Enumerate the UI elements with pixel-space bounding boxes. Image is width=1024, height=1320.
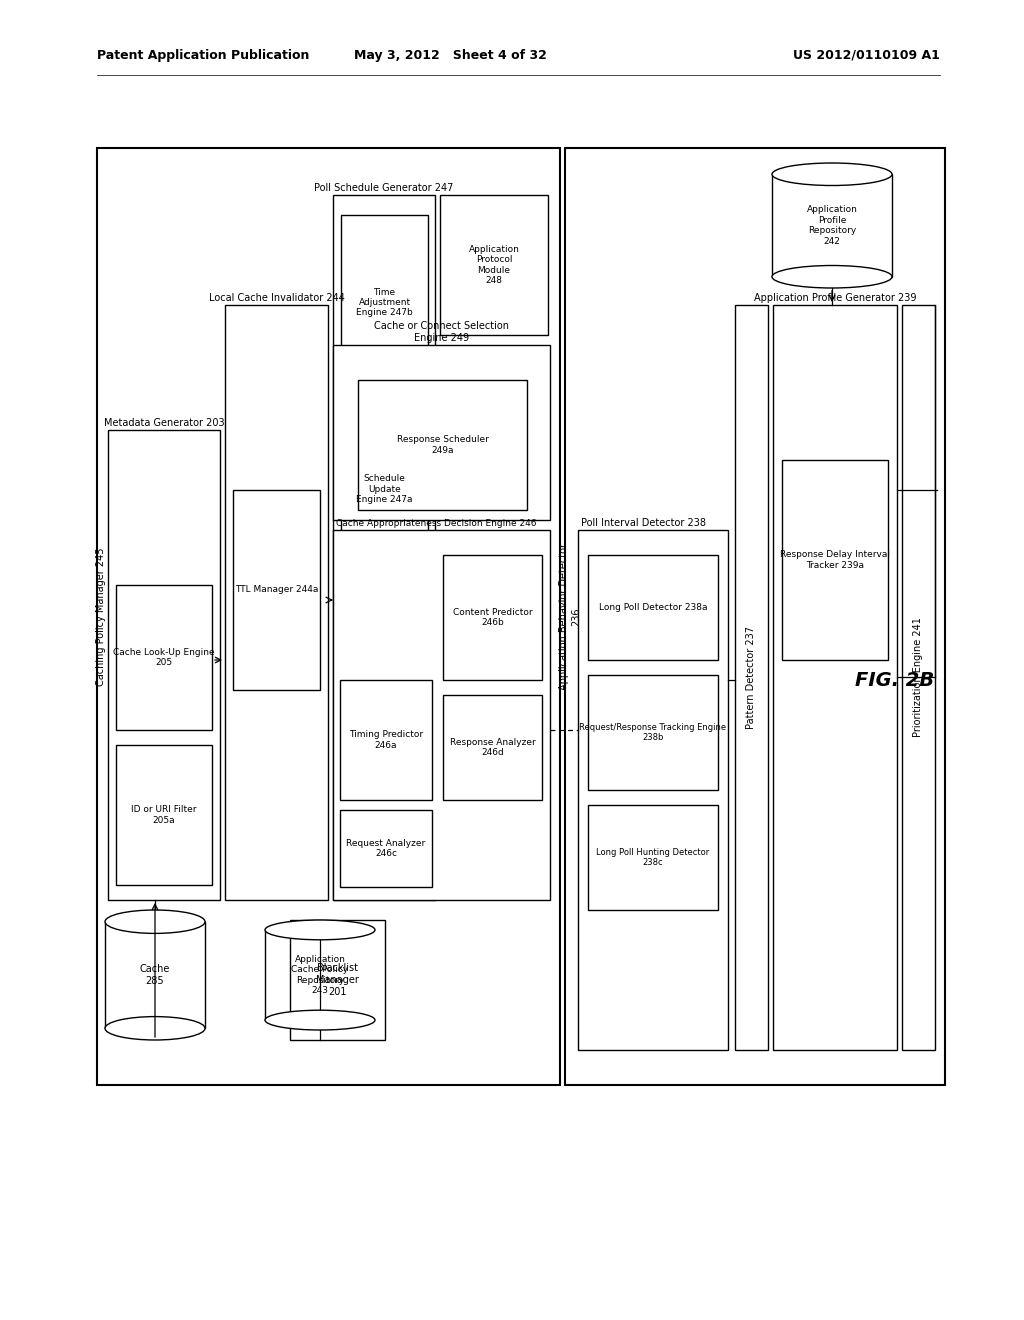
Bar <box>440 195 548 335</box>
Bar <box>333 345 550 520</box>
Text: US 2012/0110109 A1: US 2012/0110109 A1 <box>794 49 940 62</box>
Text: Caching Policy Manager 245: Caching Policy Manager 245 <box>96 548 106 686</box>
Text: Content Predictor
246b: Content Predictor 246b <box>453 607 532 627</box>
Bar <box>108 430 220 900</box>
Text: Cache Appropriateness Decision Engine 246: Cache Appropriateness Decision Engine 24… <box>336 519 537 528</box>
Text: Poll Interval Detector 238: Poll Interval Detector 238 <box>581 517 706 528</box>
Text: FIG. 2B: FIG. 2B <box>855 671 935 689</box>
Text: Time
Adjustment
Engine 247b: Time Adjustment Engine 247b <box>356 288 413 317</box>
Ellipse shape <box>265 920 375 940</box>
Bar <box>333 531 550 900</box>
Bar <box>265 929 375 1020</box>
Bar <box>116 585 212 730</box>
Text: Patent Application Publication: Patent Application Publication <box>97 49 309 62</box>
Bar <box>588 554 718 660</box>
Text: Cache or Connect Selection
Engine 249: Cache or Connect Selection Engine 249 <box>374 321 509 343</box>
Bar <box>290 920 385 1040</box>
Bar <box>443 554 542 680</box>
Text: Poll Schedule Generator 247: Poll Schedule Generator 247 <box>314 183 454 193</box>
Bar <box>116 744 212 884</box>
Text: Request/Response Tracking Engine
238b: Request/Response Tracking Engine 238b <box>580 723 727 742</box>
Text: ID or URI Filter
205a: ID or URI Filter 205a <box>131 805 197 825</box>
Text: TTL Manager 244a: TTL Manager 244a <box>234 586 318 594</box>
Bar <box>340 810 432 887</box>
Bar <box>735 305 768 1049</box>
Text: Schedule
Update
Engine 247a: Schedule Update Engine 247a <box>356 474 413 504</box>
Text: Application Profile Generator 239: Application Profile Generator 239 <box>754 293 916 304</box>
Text: Pattern Detector 237: Pattern Detector 237 <box>746 626 756 729</box>
Ellipse shape <box>772 162 892 186</box>
Bar <box>233 490 319 690</box>
Text: Application Behavior Detector
236: Application Behavior Detector 236 <box>559 543 581 690</box>
Bar <box>443 696 542 800</box>
Text: Cache Look-Up Engine
205: Cache Look-Up Engine 205 <box>114 648 215 667</box>
Text: Application
Protocol
Module
248: Application Protocol Module 248 <box>469 246 519 285</box>
Bar <box>97 148 560 1085</box>
Text: May 3, 2012   Sheet 4 of 32: May 3, 2012 Sheet 4 of 32 <box>353 49 547 62</box>
Text: Prioritization Engine 241: Prioritization Engine 241 <box>913 618 923 738</box>
Bar <box>782 459 888 660</box>
Bar <box>105 921 205 1028</box>
Text: Application
Profile
Repository
242: Application Profile Repository 242 <box>807 206 857 246</box>
Bar <box>333 195 435 900</box>
Ellipse shape <box>105 1016 205 1040</box>
Text: Application
Cache Policy
Repository
243: Application Cache Policy Repository 243 <box>292 954 348 995</box>
Text: Response Scheduler
249a: Response Scheduler 249a <box>396 436 488 454</box>
Text: Long Poll Hunting Detector
238c: Long Poll Hunting Detector 238c <box>596 847 710 867</box>
Text: Timing Predictor
246a: Timing Predictor 246a <box>349 730 423 750</box>
Bar <box>565 148 945 1085</box>
Bar <box>578 531 728 1049</box>
Bar <box>340 680 432 800</box>
Bar <box>225 305 328 900</box>
Text: Metadata Generator 203: Metadata Generator 203 <box>103 418 224 428</box>
Bar <box>341 215 428 389</box>
Bar <box>588 805 718 909</box>
Text: Cache
285: Cache 285 <box>140 964 170 986</box>
Bar <box>773 305 897 1049</box>
Bar <box>358 380 527 510</box>
Ellipse shape <box>105 909 205 933</box>
Bar <box>588 675 718 789</box>
Bar <box>902 305 935 1049</box>
Text: Request Analyzer
246c: Request Analyzer 246c <box>346 838 426 858</box>
Ellipse shape <box>772 265 892 288</box>
Ellipse shape <box>265 1010 375 1030</box>
Text: Blacklist
Manager
201: Blacklist Manager 201 <box>316 964 359 997</box>
Text: Response Analyzer
246d: Response Analyzer 246d <box>450 738 536 758</box>
Bar <box>772 174 892 277</box>
Text: Response Delay Interval
Tracker 239a: Response Delay Interval Tracker 239a <box>780 550 890 570</box>
Text: Long Poll Detector 238a: Long Poll Detector 238a <box>599 603 708 612</box>
Text: Local Cache Invalidator 244: Local Cache Invalidator 244 <box>209 293 344 304</box>
Bar <box>341 408 428 570</box>
